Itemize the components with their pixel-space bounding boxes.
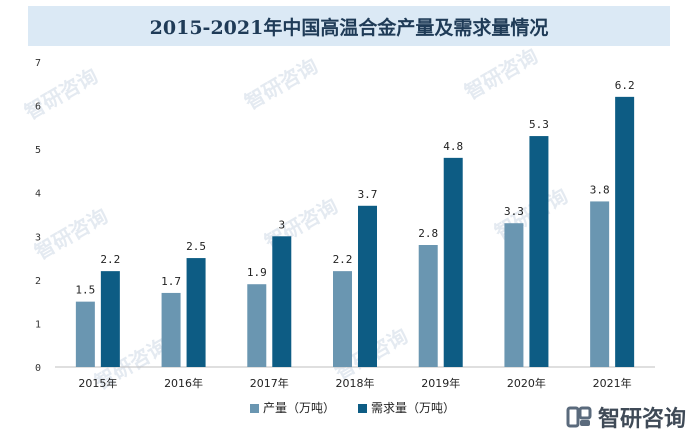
data-label: 1.7: [161, 275, 181, 288]
bar-demand: [358, 205, 377, 367]
data-label: 2.5: [186, 240, 206, 253]
bar-demand: [100, 271, 120, 367]
data-label: 4.8: [443, 140, 463, 153]
bar-production: [75, 301, 95, 367]
chart-title: 2015-2021年中国高温合金产量及需求量情况: [149, 16, 549, 39]
bar-demand: [272, 236, 292, 367]
y-tick-label: 4: [35, 189, 41, 200]
data-label: 1.5: [75, 284, 95, 297]
data-label: 3: [278, 218, 285, 231]
x-tick-label: 2019年: [421, 376, 460, 390]
watermark-text: 智研咨询: [21, 64, 102, 125]
legend-swatch: [358, 404, 367, 413]
y-tick-label: 6: [35, 102, 41, 113]
chart-title-bar: 2015-2021年中国高温合金产量及需求量情况: [28, 6, 670, 46]
watermark-text: 智研咨询: [241, 54, 322, 115]
zhiyan-logo-icon: [566, 406, 592, 428]
legend-label: 产量（万吨）: [263, 401, 335, 415]
y-tick-label: 0: [35, 363, 41, 374]
brand-name: 智研咨询: [597, 407, 686, 432]
x-tick-label: 2018年: [336, 376, 375, 390]
bar-production: [333, 271, 352, 367]
y-tick-label: 1: [35, 319, 41, 330]
bar-demand: [529, 136, 549, 367]
brand-footer: 智研咨询: [566, 401, 686, 433]
data-label: 2.2: [333, 253, 353, 266]
x-tick-label: 2016年: [164, 376, 203, 390]
y-tick-label: 5: [35, 145, 41, 156]
bar-production: [247, 284, 267, 367]
data-label: 3.3: [504, 205, 524, 218]
data-label: 2.2: [100, 253, 120, 266]
x-tick-label: 2015年: [78, 376, 117, 390]
watermark-text: 智研咨询: [461, 44, 542, 105]
y-tick-label: 2: [35, 276, 41, 287]
y-tick-label: 7: [35, 58, 41, 69]
data-label: 6.2: [615, 79, 635, 92]
data-label: 1.9: [247, 266, 267, 279]
legend-swatch: [250, 404, 259, 413]
bar-production: [504, 223, 524, 367]
data-label: 5.3: [529, 118, 549, 131]
x-tick-label: 2017年: [250, 376, 289, 390]
bar-demand: [186, 258, 206, 367]
x-tick-label: 2020年: [507, 376, 546, 390]
data-label: 2.8: [418, 227, 438, 240]
bar-demand: [615, 96, 635, 367]
x-tick-label: 2021年: [593, 376, 632, 390]
data-label: 3.8: [590, 183, 610, 196]
y-tick-label: 3: [35, 232, 41, 243]
bar-demand: [443, 157, 463, 367]
bar-production: [418, 245, 438, 367]
bar-production: [590, 201, 610, 367]
data-label: 3.7: [358, 188, 378, 201]
bar-production: [161, 292, 181, 367]
legend-label: 需求量（万吨）: [371, 401, 455, 415]
